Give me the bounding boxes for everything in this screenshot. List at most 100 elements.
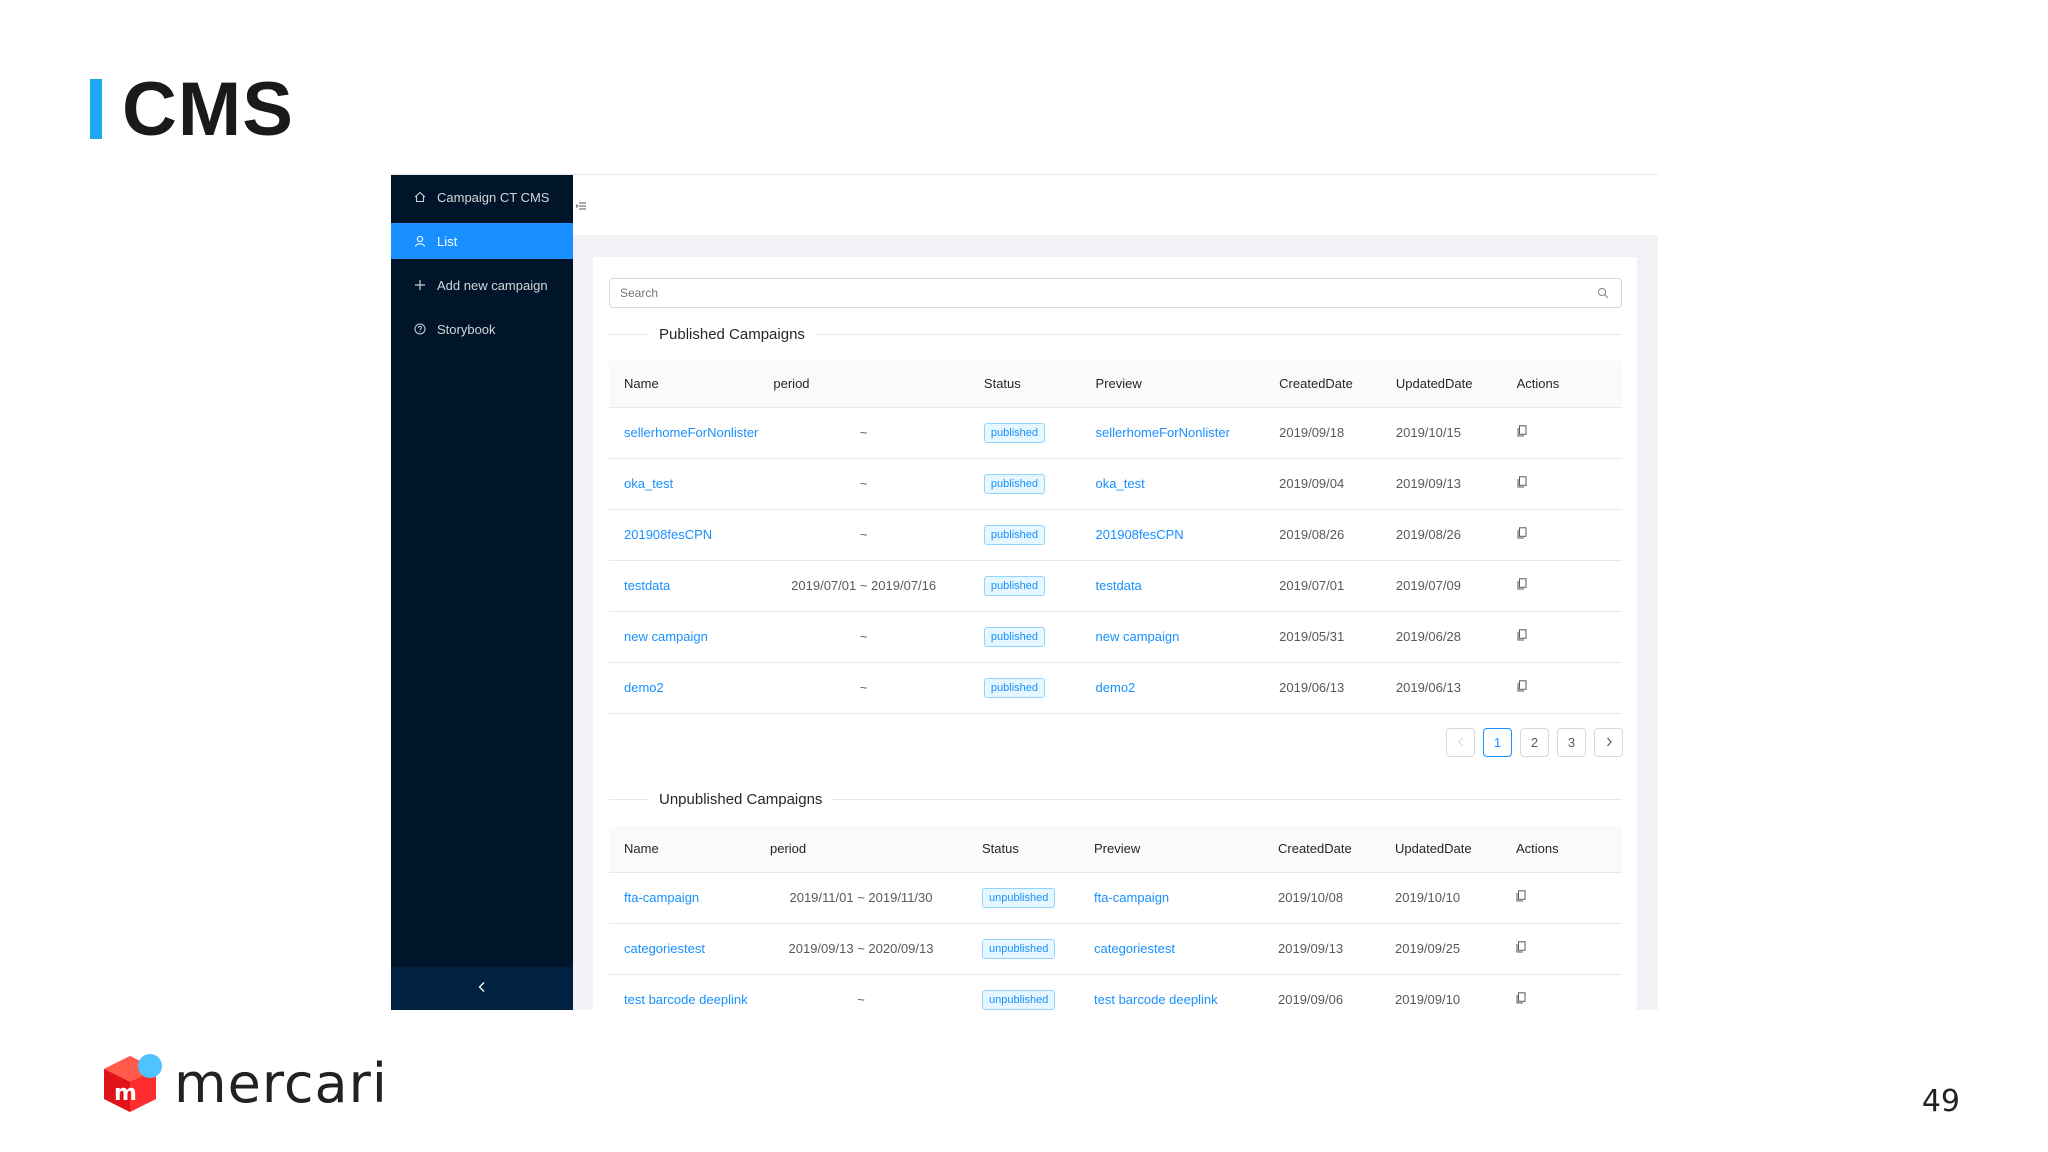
created-date: 2019/09/06 — [1263, 974, 1380, 1010]
actions-cell — [1501, 560, 1622, 612]
sidebar-item-storybook[interactable]: Storybook — [391, 311, 573, 347]
sidebar-item-list[interactable]: List — [391, 223, 573, 259]
column-header-created-date[interactable]: CreatedDate — [1263, 826, 1380, 873]
divider — [832, 798, 1622, 800]
divider — [609, 333, 649, 335]
campaign-name-link[interactable]: demo2 — [609, 662, 759, 714]
column-header-preview[interactable]: Preview — [1080, 361, 1265, 408]
section-heading: Unpublished Campaigns — [659, 790, 823, 808]
campaign-name-link[interactable]: new campaign — [609, 611, 759, 663]
table-row: test barcode deeplink ~ unpublished test ba… — [609, 974, 1622, 1010]
search-input[interactable] — [609, 278, 1622, 308]
sidebar-item-add-new-campaign[interactable]: Add new campaign — [391, 267, 573, 303]
column-header-period[interactable]: period — [758, 361, 969, 408]
cms-app-screenshot: Campaign CT CMS List Add new campaign St… — [391, 174, 1658, 1010]
preview-link[interactable]: 201908fesCPN — [1080, 509, 1265, 561]
column-header-preview[interactable]: Preview — [1079, 826, 1263, 873]
column-header-status[interactable]: Status — [967, 826, 1079, 873]
preview-link[interactable]: demo2 — [1080, 662, 1265, 714]
actions-cell — [1501, 662, 1622, 714]
table-row: sellerhomeForNonlister ~ published sellerho… — [609, 407, 1622, 459]
campaign-name-link[interactable]: sellerhomeForNonlister — [609, 407, 759, 459]
sidebar-collapse-button[interactable] — [391, 967, 573, 1010]
copy-icon[interactable] — [1517, 578, 1529, 591]
copy-icon[interactable] — [1516, 890, 1528, 903]
campaign-name-link[interactable]: oka_test — [609, 458, 759, 510]
logo-wordmark: mercari — [174, 1052, 388, 1115]
table-header-row: Name period Status Preview CreatedDate U… — [609, 361, 1622, 408]
status-badge: unpublished — [982, 989, 1056, 1010]
table-row: 201908fesCPN ~ published 201908fesCPN 2019/0… — [609, 509, 1622, 561]
search-icon[interactable] — [1597, 286, 1611, 300]
divider — [609, 798, 649, 800]
preview-link[interactable]: new campaign — [1080, 611, 1265, 663]
sidebar-item-home[interactable]: Campaign CT CMS — [391, 179, 573, 215]
actions-cell — [1501, 923, 1622, 975]
section-heading: Published Campaigns — [659, 325, 805, 343]
column-header-created-date[interactable]: CreatedDate — [1264, 361, 1381, 408]
copy-icon[interactable] — [1516, 992, 1528, 1005]
pagination-next-button[interactable] — [1594, 728, 1623, 757]
copy-icon[interactable] — [1517, 527, 1529, 540]
pagination-prev-button[interactable] — [1446, 728, 1475, 757]
created-date: 2019/05/31 — [1264, 611, 1381, 663]
copy-icon[interactable] — [1516, 941, 1528, 954]
menu-fold-icon[interactable] — [575, 199, 589, 213]
updated-date: 2019/06/13 — [1380, 662, 1502, 714]
column-header-updated-date[interactable]: UpdatedDate — [1380, 826, 1501, 873]
table-row: demo2 ~ published demo2 2019/06/13 2019/06/13 — [609, 662, 1622, 714]
chevron-right-icon — [1605, 735, 1613, 750]
created-date: 2019/07/01 — [1264, 560, 1381, 612]
sidebar-item-label: Storybook — [437, 321, 496, 337]
chevron-left-icon — [1457, 735, 1465, 750]
preview-link[interactable]: test barcode deeplink — [1079, 974, 1263, 1010]
published-section-title: Published Campaigns — [609, 322, 1622, 346]
pagination-page-3[interactable]: 3 — [1557, 728, 1586, 757]
updated-date: 2019/09/13 — [1380, 458, 1502, 510]
campaign-name-link[interactable]: categoriestest — [609, 923, 755, 975]
column-header-status[interactable]: Status — [968, 361, 1081, 408]
campaign-period: ~ — [758, 611, 969, 663]
campaign-period: ~ — [758, 662, 969, 714]
copy-icon[interactable] — [1517, 680, 1529, 693]
column-header-period[interactable]: period — [755, 826, 967, 873]
column-header-name[interactable]: Name — [609, 361, 759, 408]
sidebar-item-label: Add new campaign — [437, 277, 548, 293]
copy-icon[interactable] — [1517, 629, 1529, 642]
preview-link[interactable]: testdata — [1080, 560, 1265, 612]
column-header-actions: Actions — [1501, 361, 1622, 408]
created-date: 2019/08/26 — [1264, 509, 1381, 561]
preview-link[interactable]: oka_test — [1080, 458, 1265, 510]
status-badge: published — [983, 473, 1045, 494]
chevron-left-icon — [477, 980, 487, 998]
page-number: 49 — [1921, 1084, 1960, 1119]
updated-date: 2019/10/10 — [1380, 872, 1501, 924]
preview-link[interactable]: fta-campaign — [1079, 872, 1263, 924]
status-cell: published — [968, 611, 1081, 663]
pagination-page-1[interactable]: 1 — [1483, 728, 1512, 757]
preview-link[interactable]: sellerhomeForNonlister — [1080, 407, 1265, 459]
published-campaigns-table: Name period Status Preview CreatedDate U… — [609, 361, 1622, 714]
status-badge: published — [983, 575, 1045, 596]
campaign-name-link[interactable]: testdata — [609, 560, 759, 612]
copy-icon[interactable] — [1517, 476, 1529, 489]
copy-icon[interactable] — [1517, 425, 1529, 438]
column-header-name[interactable]: Name — [609, 826, 755, 873]
campaign-name-link[interactable]: 201908fesCPN — [609, 509, 759, 561]
campaign-period: 2019/11/01 ~ 2019/11/30 — [755, 872, 967, 924]
updated-date: 2019/09/25 — [1380, 923, 1501, 975]
actions-cell — [1501, 407, 1622, 459]
status-cell: published — [968, 458, 1081, 510]
actions-cell — [1501, 611, 1622, 663]
campaign-name-link[interactable]: test barcode deeplink — [609, 974, 755, 1010]
mercari-logo-mark: m — [100, 1052, 162, 1116]
campaign-name-link[interactable]: fta-campaign — [609, 872, 755, 924]
status-badge: published — [983, 677, 1045, 698]
column-header-updated-date[interactable]: UpdatedDate — [1380, 361, 1502, 408]
table-row: categoriestest 2019/09/13 ~ 2020/09/13 unp… — [609, 923, 1622, 975]
pagination-page-2[interactable]: 2 — [1520, 728, 1549, 757]
created-date: 2019/06/13 — [1264, 662, 1381, 714]
column-header-actions: Actions — [1501, 826, 1622, 873]
preview-link[interactable]: categoriestest — [1079, 923, 1263, 975]
created-date: 2019/09/04 — [1264, 458, 1381, 510]
